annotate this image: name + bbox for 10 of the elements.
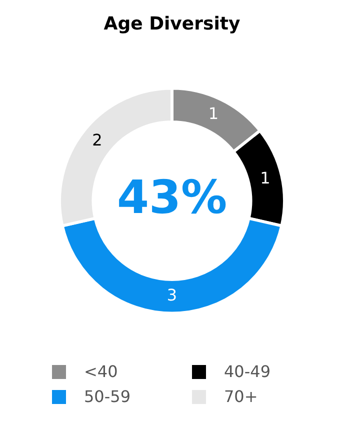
data-label: 3 [166,286,178,305]
chart-title: Age Diversity [104,13,240,34]
data-label: 2 [92,130,102,150]
text: 43% [116,170,228,224]
data-label: 1 [260,168,270,188]
legend-label: 50-59 [83,387,132,406]
legend-label: 40-49 [223,362,272,381]
legend-label: 70+ [223,387,259,406]
data-label: 1 [208,104,219,123]
legend-label: <40 [83,362,119,381]
